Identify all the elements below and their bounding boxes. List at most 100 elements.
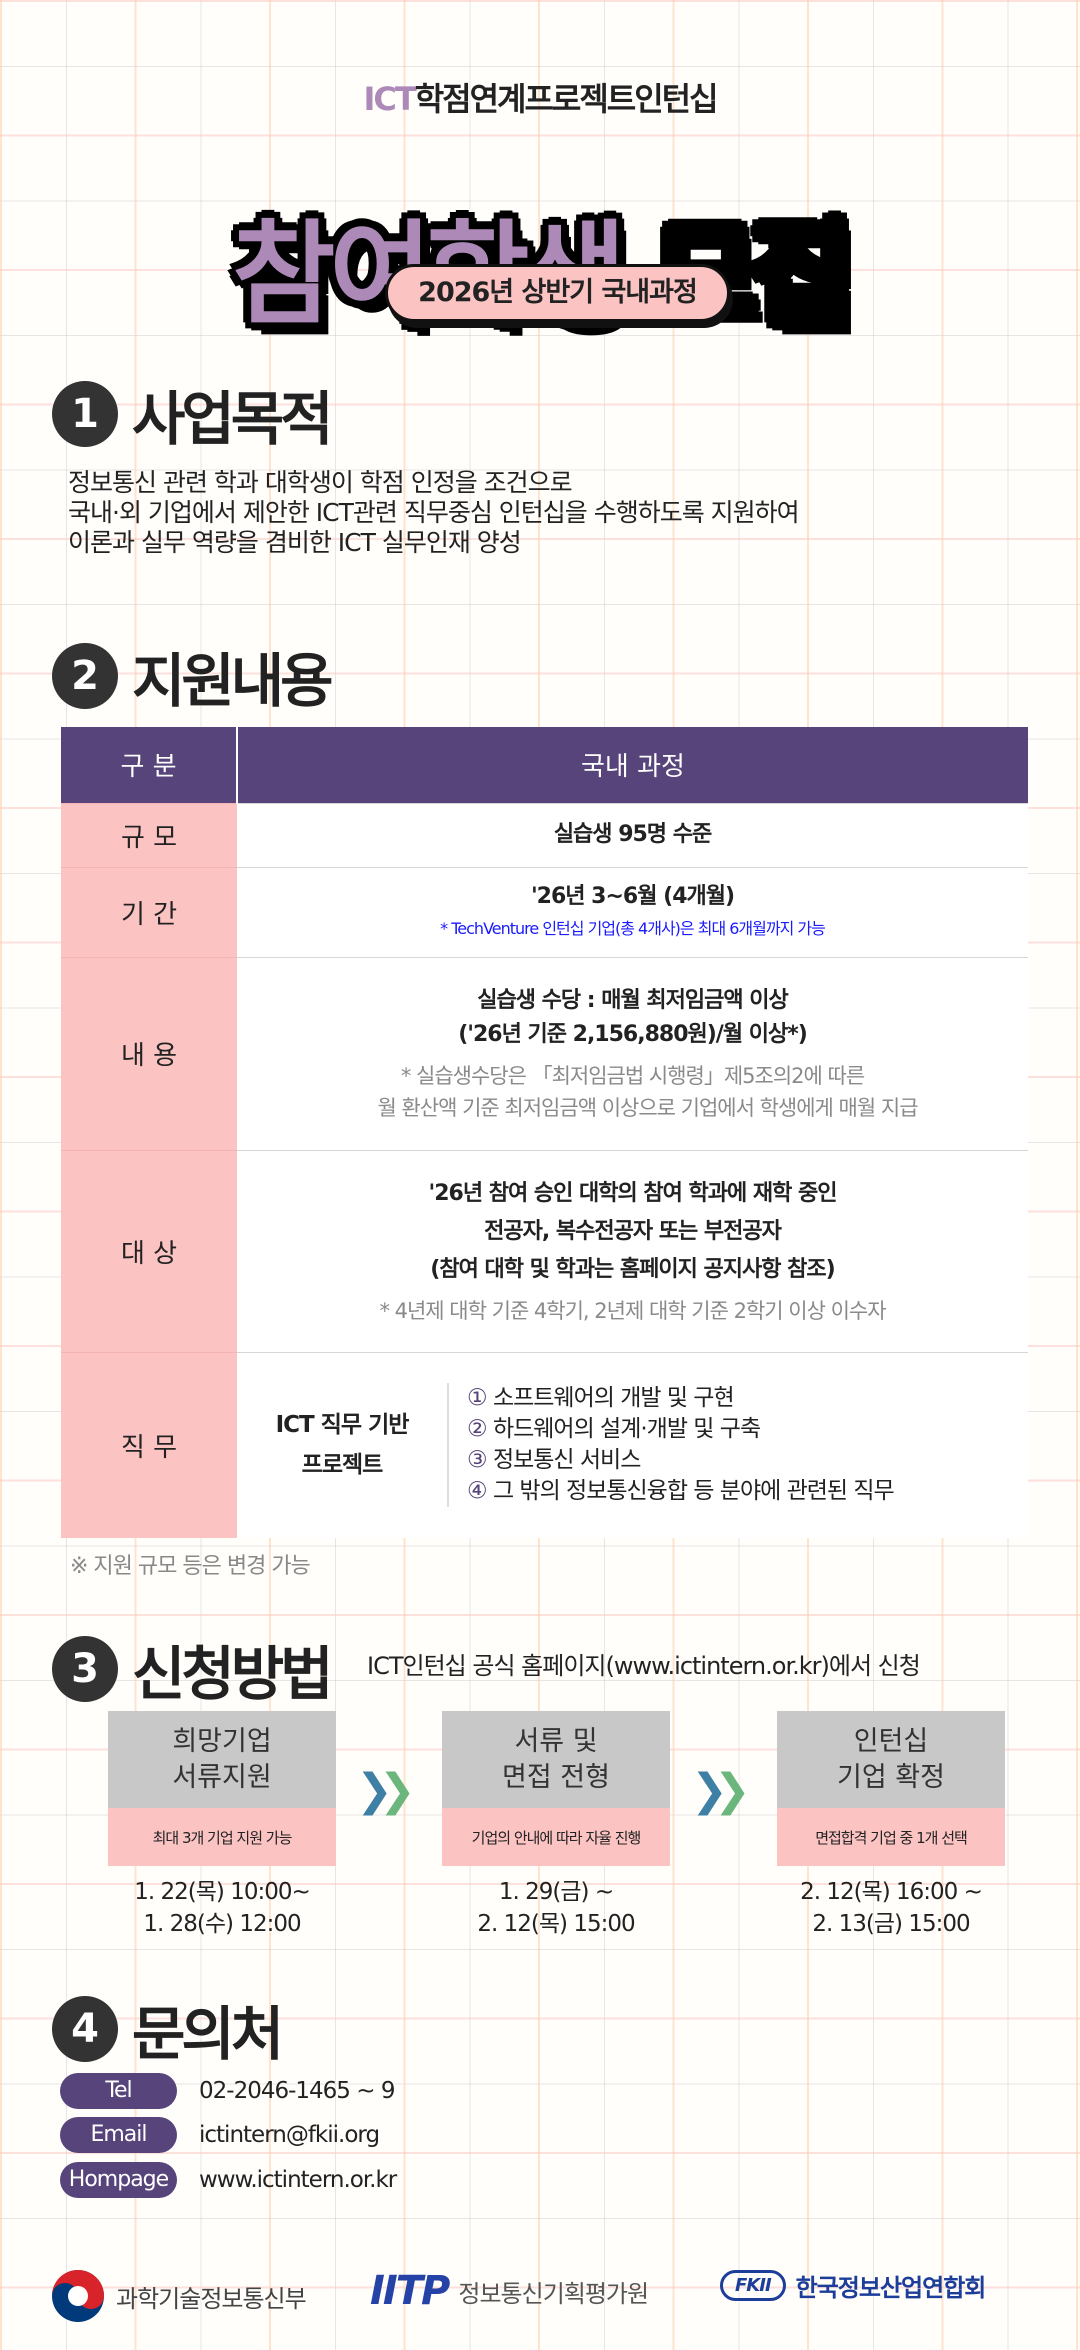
fkii-mark: FKII: [720, 2270, 786, 2301]
scale-footnote: ※ 지원 규모 등은 변경 가능: [70, 1554, 311, 1579]
support-table: 구 분 국내 과정 규 모 실습생 95명 수준 기 간 '26년 3~6월 (4개월…: [61, 727, 1028, 1538]
purpose-text: 정보통신 관련 학과 대학생이 학점 인정을 조건으로 국내·외 기업에서 제안…: [68, 468, 800, 558]
duty-text: 하드웨어의 설계·개발 및 구축: [492, 1416, 761, 1443]
circled-number: ④: [467, 1478, 488, 1505]
header-category: 구 분: [61, 727, 238, 803]
circled-number: ③: [467, 1447, 488, 1474]
target-note: * 4년제 대학 기준 4학기, 2년제 대학 기준 2학기 이상 이수자: [379, 1299, 886, 1323]
contact-tag: Tel: [60, 2073, 177, 2109]
step-title: 희망기업 서류지원: [108, 1711, 336, 1808]
section-3-heading: 3 신청방법: [52, 1627, 333, 1711]
duty-text: 정보통신 서비스: [492, 1447, 641, 1474]
row-label: 규 모: [61, 802, 237, 867]
target-value: 전공자, 복수전공자 또는 부전공자: [484, 1219, 782, 1244]
row-label: 내 용: [61, 956, 237, 1150]
iitp-mark: IITP: [370, 2268, 450, 2314]
step-note: 기업의 안내에 따라 자율 진행: [442, 1808, 670, 1866]
table-row: 기 간 '26년 3~6월 (4개월) * TechVenture 인턴십 기업(총…: [61, 866, 1028, 957]
step-dates: 1. 29(금) ~ 2. 12(목) 15:00: [442, 1876, 670, 1940]
logo-text: 정보통신기획평가원: [458, 2279, 649, 2308]
header-domestic: 국내 과정: [237, 727, 1028, 803]
double-chevron-icon: ❯❯: [356, 1765, 416, 1816]
table-header: 구 분 국내 과정: [61, 727, 1028, 803]
contact-homepage: Hompage www.ictintern.or.kr: [60, 2162, 397, 2198]
step-title-line: 인턴십: [853, 1725, 929, 1757]
list-item: ① 소프트웨어의 개발 및 구현: [467, 1383, 894, 1414]
list-item: ② 하드웨어의 설계·개발 및 구축: [467, 1414, 894, 1445]
circled-number: ①: [467, 1385, 488, 1412]
logo-msit: 과학기술정보통신부: [50, 2268, 307, 2324]
target-value: (참여 대학 및 학과는 홈페이지 공지사항 참조): [430, 1257, 835, 1282]
step-title-line: 서류 및: [514, 1725, 598, 1757]
step-date: 2. 12(목) 16:00 ~: [800, 1879, 983, 1905]
row-value: '26년 3~6월 (4개월) * TechVenture 인턴십 기업(총 4개…: [237, 866, 1028, 957]
duty-text: 소프트웨어의 개발 및 구현: [492, 1385, 735, 1412]
table-row: 대 상 '26년 참여 승인 대학의 참여 학과에 재학 중인 전공자, 복수전공자…: [61, 1149, 1028, 1352]
step-title: 인턴십 기업 확정: [777, 1711, 1005, 1808]
double-chevron-icon: ❯❯: [691, 1765, 751, 1816]
contact-tel: Tel 02-2046-1465 ~ 9: [60, 2073, 395, 2109]
content-value: ('26년 기준 2,156,880원)/월 이상*): [458, 1021, 808, 1047]
step-date: 1. 29(금) ~: [498, 1879, 614, 1905]
duty-list: ① 소프트웨어의 개발 및 구현 ② 하드웨어의 설계·개발 및 구축 ③ 정보…: [447, 1383, 895, 1508]
row-value: 실습생 수당 : 매월 최저임금액 이상 ('26년 기준 2,156,880원)…: [237, 956, 1028, 1150]
row-value: 실습생 95명 수준: [237, 802, 1028, 867]
apply-method-text: ICT인턴십 공식 홈페이지(www.ictintern.or.kr)에서 신청: [367, 1652, 921, 1680]
logo-text: 과학기술정보통신부: [116, 2284, 307, 2313]
circled-number: ②: [467, 1416, 488, 1443]
step-note: 면접합격 기업 중 1개 선택: [777, 1808, 1005, 1866]
list-item: ④ 그 밖의 정보통신융합 등 분야에 관련된 직무: [467, 1476, 895, 1507]
contact-value[interactable]: www.ictintern.or.kr: [199, 2167, 397, 2193]
contact-tag: Hompage: [60, 2162, 177, 2198]
step-title-line: 서류지원: [172, 1761, 272, 1793]
number-1-icon: 1: [52, 381, 118, 447]
contact-value[interactable]: 02-2046-1465 ~ 9: [199, 2078, 395, 2104]
number-3-icon: 3: [52, 1636, 118, 1702]
step-date: 1. 22(목) 10:00~: [134, 1879, 311, 1905]
step-title-line: 면접 전형: [502, 1761, 610, 1793]
content-value: 실습생 수당 : 매월 최저임금액 이상: [477, 987, 788, 1013]
section-title: 문의처: [132, 2000, 284, 2068]
purpose-line: 국내·외 기업에서 제안한 ICT관련 직무중심 인턴십을 수행하도록 지원하여: [68, 498, 800, 527]
row-label: 직 무: [61, 1351, 237, 1538]
period-value: '26년 3~6월 (4개월): [530, 884, 735, 909]
table-row: 내 용 실습생 수당 : 매월 최저임금액 이상 ('26년 기준 2,156,88…: [61, 956, 1028, 1150]
row-label: 기 간: [61, 866, 237, 957]
list-item: ③ 정보통신 서비스: [467, 1445, 894, 1476]
section-2-heading: 2 지원내용: [52, 634, 333, 718]
step-date: 2. 13(금) 15:00: [812, 1911, 970, 1937]
target-value: '26년 참여 승인 대학의 참여 학과에 재학 중인: [428, 1181, 837, 1206]
contact-value[interactable]: ictintern@fkii.org: [199, 2122, 380, 2148]
purpose-line: 정보통신 관련 학과 대학생이 학점 인정을 조건으로: [68, 468, 573, 497]
process-step: 인턴십 기업 확정 면접합격 기업 중 1개 선택 2. 12(목) 16:00 ~2…: [777, 1711, 1005, 1940]
duty-type-line: ICT 직무 기반: [275, 1412, 410, 1439]
number-4-icon: 4: [52, 1996, 118, 2062]
step-dates: 1. 22(목) 10:00~ 1. 28(수) 12:00: [108, 1876, 336, 1940]
content-note: 월 환산액 기준 최저임금액 이상으로 기업에서 학생에게 매월 지급: [377, 1095, 918, 1120]
term-badge: 2026년 상반기 국내과정: [385, 264, 730, 322]
process-step: 희망기업 서류지원 최대 3개 기업 지원 가능 1. 22(목) 10:00~ 1. …: [108, 1711, 336, 1940]
row-label: 대 상: [61, 1149, 237, 1352]
number-2-icon: 2: [52, 643, 118, 709]
contact-email: Email ictintern@fkii.org: [60, 2117, 380, 2153]
section-4-heading: 4 문의처: [52, 1987, 284, 2071]
purpose-line: 이론과 실무 역량을 겸비한 ICT 실무인재 양성: [68, 528, 522, 557]
table-row: 규 모 실습생 95명 수준: [61, 802, 1028, 867]
step-note: 최대 3개 기업 지원 가능: [108, 1808, 336, 1866]
step-date: 2. 12(목) 15:00: [477, 1911, 635, 1937]
duty-type-line: 프로젝트: [301, 1452, 384, 1479]
program-name: ICT학점연계프로젝트인턴십: [0, 74, 1080, 120]
duty-text: 그 밖의 정보통신융합 등 분야에 관련된 직무: [492, 1478, 895, 1505]
step-dates: 2. 12(목) 16:00 ~ 2. 13(금) 15:00: [777, 1876, 1005, 1940]
section-title: 신청방법: [132, 1640, 333, 1708]
logo-fkii: FKII 한국정보산업연합회: [720, 2268, 987, 2303]
contact-tag: Email: [60, 2117, 177, 2153]
logo-text: 한국정보산업연합회: [795, 2274, 987, 2302]
content-note: * 실습생수당은 「최저임금법 시행령」제5조의2에 따른: [400, 1063, 865, 1088]
